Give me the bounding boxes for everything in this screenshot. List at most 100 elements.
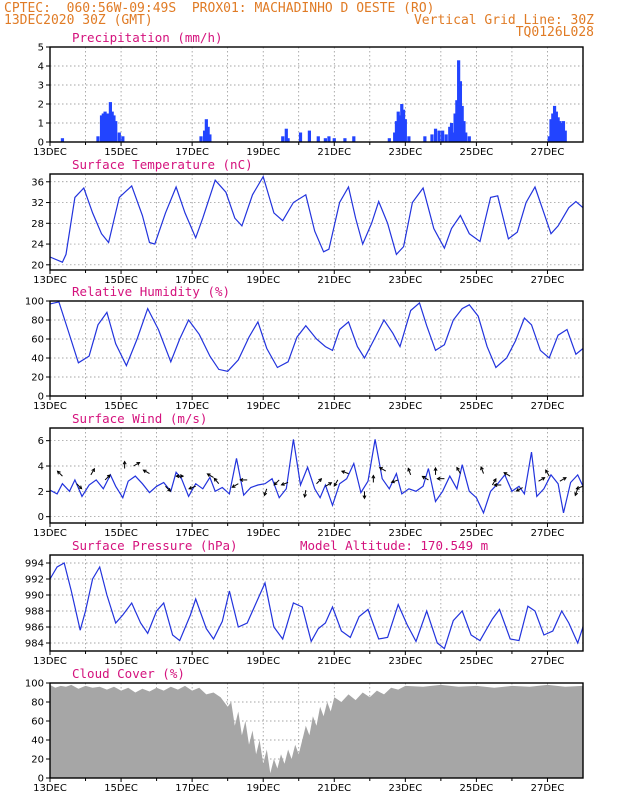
precip-bar: [444, 134, 448, 142]
wind-arrow-head: [421, 475, 426, 480]
y-tick-label: 0: [38, 512, 44, 523]
wind-arrow-head: [303, 493, 307, 499]
header-model-code: TQ0126L028: [515, 25, 594, 40]
wind-arrow-head: [333, 482, 338, 487]
precip-bar: [453, 113, 457, 142]
x-tick-label: 17DEC: [175, 275, 209, 286]
y-tick-label: 100: [25, 297, 44, 308]
panel-title: Precipitation (mm/h): [72, 30, 223, 45]
x-tick-label: 23DEC: [388, 147, 422, 158]
wind-arrow-head: [213, 477, 218, 482]
precip-bar: [558, 121, 562, 142]
y-tick-label: 80: [31, 698, 44, 709]
y-tick-label: 40: [31, 354, 44, 365]
y-tick-label: 20: [31, 260, 44, 271]
series-line: [49, 439, 584, 515]
panel-2: 20 24 28 32 36 13DEC 15DEC 17DEC 19DEC 21DEC 23DEC…: [31, 157, 584, 286]
x-tick-label: 19DEC: [246, 528, 280, 539]
x-tick-label: 21DEC: [317, 147, 351, 158]
y-tick-label: 0: [38, 774, 44, 785]
precip-bar: [400, 104, 404, 142]
y-tick-label: 0: [38, 138, 44, 149]
wind-arrow-head: [318, 478, 323, 483]
wind-arrow: [325, 482, 332, 487]
precip-bar: [393, 132, 397, 142]
header-station: CPTEC: 060:56W-09:49S PROX01: MACHADINHO…: [4, 1, 435, 16]
cloud-area: [50, 684, 583, 778]
precip-bar: [448, 126, 452, 142]
precip-bar: [401, 109, 406, 142]
wind-arrow: [480, 466, 484, 474]
y-tick-label: 60: [31, 335, 44, 346]
x-tick-label: 27DEC: [531, 401, 565, 412]
wind-arrow-head: [541, 477, 546, 481]
precip-bar: [449, 123, 454, 142]
y-tick-label: 32: [31, 198, 44, 209]
precip-bar: [286, 138, 290, 142]
y-tick-label: 988: [25, 607, 44, 618]
panel-frame: [49, 300, 584, 397]
precip-bar: [307, 130, 311, 142]
x-tick-label: 23DEC: [388, 275, 422, 286]
y-tick-label: 994: [25, 559, 44, 570]
wind-arrow-head: [136, 461, 141, 466]
panel-6: 0 20 40 60 80 100 13DEC 15DEC 17DEC 19DEC 21DEC 23D…: [25, 666, 584, 794]
panel-5: 984 986 988 990 992 994 13DEC 15DEC 17DEC 19DEC 21…: [25, 538, 584, 667]
wind-arrow-head: [328, 482, 333, 486]
wind-arrow: [456, 467, 461, 474]
wind-arrow-head: [167, 487, 172, 492]
wind-arrow-head: [56, 470, 61, 475]
wind-arrow-head: [390, 479, 395, 484]
panel-title: Surface Wind (m/s): [72, 411, 207, 426]
precip-bar: [394, 121, 399, 142]
wind-arrow-head: [515, 488, 520, 492]
wind-arrow: [213, 478, 220, 485]
wind-arrow-head: [340, 470, 346, 474]
precip-bar: [462, 121, 466, 142]
wind-arrow-head: [493, 483, 498, 487]
precip-bar: [561, 121, 566, 142]
y-tick-label: 4: [38, 462, 44, 473]
wind-arrow-head: [545, 469, 549, 474]
precip-bar: [117, 132, 121, 142]
y-tick-label: 28: [31, 219, 44, 230]
header-grid-line: Vertical Grid Line: 30Z: [413, 13, 594, 28]
wind-arrow-head: [106, 474, 111, 479]
y-tick-label: 60: [31, 717, 44, 728]
y-tick-label: 992: [25, 575, 44, 586]
x-tick-label: 25DEC: [460, 528, 494, 539]
wind-arrow: [391, 479, 399, 483]
wind-arrow: [133, 462, 140, 467]
wind-arrow: [538, 477, 545, 482]
wind-arrow-head: [574, 492, 579, 497]
wind-arrow: [333, 479, 339, 487]
wind-arrow: [407, 468, 412, 476]
x-tick-label: 13DEC: [33, 656, 67, 667]
precip-bar: [407, 136, 411, 142]
wind-arrow-head: [78, 485, 83, 490]
panel-title: Relative Humidity (%): [72, 284, 230, 299]
x-tick-label: 25DEC: [460, 275, 494, 286]
model-altitude: Model Altitude: 170.549 m: [300, 538, 488, 553]
x-tick-label: 19DEC: [246, 656, 280, 667]
precip-bar: [105, 113, 109, 142]
x-tick-label: 17DEC: [175, 656, 209, 667]
precip-bar: [352, 136, 356, 142]
x-tick-label: 27DEC: [531, 147, 565, 158]
x-tick-label: 23DEC: [388, 783, 422, 794]
wind-arrow: [545, 469, 550, 477]
precip-bar: [387, 138, 391, 142]
x-tick-label: 23DEC: [388, 528, 422, 539]
panel-frame: [49, 554, 584, 652]
precip-bar: [467, 136, 471, 142]
precip-bar: [60, 138, 65, 142]
wind-arrow: [491, 478, 497, 486]
wind-arrow: [57, 470, 63, 477]
wind-arrow-head: [575, 485, 580, 490]
precip-bar: [206, 126, 210, 142]
panel-4: 0 2 4 6 13DEC 15DEC 17DEC 19DEC 21DEC 23DEC 25DEC 2…: [33, 411, 584, 539]
precip-bar: [298, 132, 303, 142]
wind-arrow-head: [436, 476, 441, 481]
precip-bar: [547, 136, 551, 142]
x-tick-label: 19DEC: [246, 783, 280, 794]
